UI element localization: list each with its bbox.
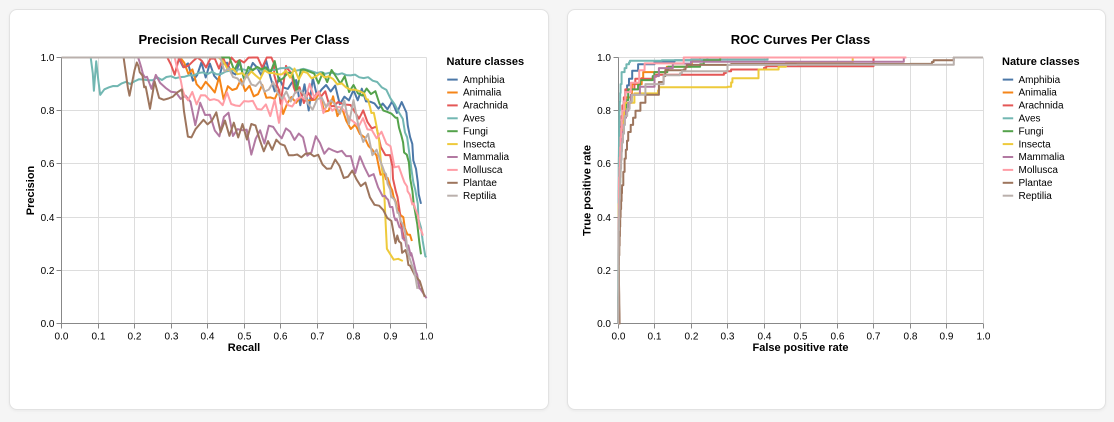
svg-text:Mammalia: Mammalia — [463, 152, 510, 163]
svg-text:0.7: 0.7 — [867, 332, 881, 343]
svg-text:Mammalia: Mammalia — [1019, 152, 1066, 163]
svg-text:Mollusca: Mollusca — [1019, 165, 1059, 176]
svg-text:Fungi: Fungi — [463, 126, 488, 137]
svg-text:0.9: 0.9 — [384, 332, 398, 343]
svg-text:Animalia: Animalia — [463, 88, 502, 99]
svg-text:0.0: 0.0 — [41, 319, 55, 330]
svg-text:0.4: 0.4 — [41, 213, 55, 224]
svg-text:0.6: 0.6 — [831, 332, 845, 343]
svg-text:Mollusca: Mollusca — [463, 165, 503, 176]
svg-text:Recall: Recall — [228, 342, 260, 354]
svg-text:Plantae: Plantae — [463, 178, 497, 189]
svg-text:0.8: 0.8 — [347, 332, 361, 343]
svg-text:0.9: 0.9 — [940, 332, 954, 343]
svg-text:0.3: 0.3 — [721, 332, 735, 343]
svg-text:0.2: 0.2 — [41, 266, 55, 277]
svg-text:0.2: 0.2 — [685, 332, 699, 343]
svg-text:0.4: 0.4 — [758, 332, 772, 343]
svg-text:0.6: 0.6 — [597, 159, 611, 170]
svg-text:0.1: 0.1 — [92, 332, 106, 343]
svg-text:0.4: 0.4 — [201, 332, 215, 343]
svg-text:Insecta: Insecta — [463, 139, 496, 150]
svg-text:Precision Recall Curves Per Cl: Precision Recall Curves Per Class — [138, 32, 349, 47]
svg-text:0.1: 0.1 — [648, 332, 662, 343]
svg-text:0.2: 0.2 — [128, 332, 142, 343]
svg-text:0.0: 0.0 — [55, 332, 69, 343]
svg-text:Reptilia: Reptilia — [1019, 191, 1053, 202]
svg-text:Aves: Aves — [1019, 114, 1041, 125]
svg-text:0.8: 0.8 — [904, 332, 918, 343]
svg-text:Insecta: Insecta — [1019, 139, 1052, 150]
svg-text:Plantae: Plantae — [1019, 178, 1053, 189]
svg-text:True positive rate: True positive rate — [582, 145, 594, 236]
svg-text:1.0: 1.0 — [41, 53, 55, 64]
svg-text:1.0: 1.0 — [420, 332, 434, 343]
svg-text:0.4: 0.4 — [597, 213, 611, 224]
svg-text:0.0: 0.0 — [612, 332, 626, 343]
svg-text:0.2: 0.2 — [597, 266, 611, 277]
svg-text:Nature classes: Nature classes — [1002, 56, 1080, 68]
svg-text:0.0: 0.0 — [597, 319, 611, 330]
svg-text:0.5: 0.5 — [238, 332, 252, 343]
svg-text:False positive rate: False positive rate — [753, 342, 849, 354]
svg-text:0.7: 0.7 — [311, 332, 325, 343]
svg-text:Animalia: Animalia — [1019, 88, 1058, 99]
svg-text:Fungi: Fungi — [1019, 126, 1044, 137]
svg-text:Aves: Aves — [463, 114, 485, 125]
svg-text:0.8: 0.8 — [41, 106, 55, 117]
svg-text:0.8: 0.8 — [597, 106, 611, 117]
svg-text:ROC Curves Per Class: ROC Curves Per Class — [731, 32, 870, 47]
svg-text:0.6: 0.6 — [41, 159, 55, 170]
svg-text:Arachnida: Arachnida — [1019, 101, 1064, 112]
svg-text:Reptilia: Reptilia — [463, 191, 497, 202]
svg-text:1.0: 1.0 — [977, 332, 991, 343]
svg-text:1.0: 1.0 — [597, 53, 611, 64]
svg-text:0.6: 0.6 — [274, 332, 288, 343]
svg-text:0.3: 0.3 — [165, 332, 179, 343]
svg-text:Amphibia: Amphibia — [463, 75, 505, 86]
svg-text:Amphibia: Amphibia — [1019, 75, 1061, 86]
svg-text:Arachnida: Arachnida — [463, 101, 508, 112]
svg-text:Precision: Precision — [25, 165, 37, 215]
svg-text:Nature classes: Nature classes — [447, 56, 525, 68]
svg-text:0.5: 0.5 — [794, 332, 808, 343]
